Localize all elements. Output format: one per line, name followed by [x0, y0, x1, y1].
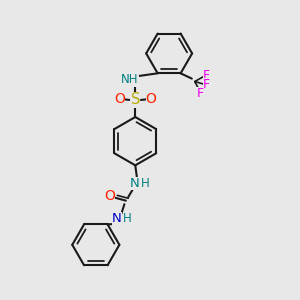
Text: NH: NH	[121, 74, 139, 86]
Text: O: O	[146, 92, 157, 106]
Text: N: N	[130, 177, 140, 190]
Text: F: F	[196, 87, 204, 101]
Text: F: F	[203, 69, 210, 82]
Text: H: H	[141, 177, 149, 190]
Text: O: O	[104, 189, 115, 202]
Text: H: H	[123, 212, 132, 225]
Text: N: N	[112, 212, 122, 225]
Text: S: S	[130, 92, 140, 107]
Text: F: F	[203, 78, 210, 91]
Text: O: O	[114, 92, 125, 106]
